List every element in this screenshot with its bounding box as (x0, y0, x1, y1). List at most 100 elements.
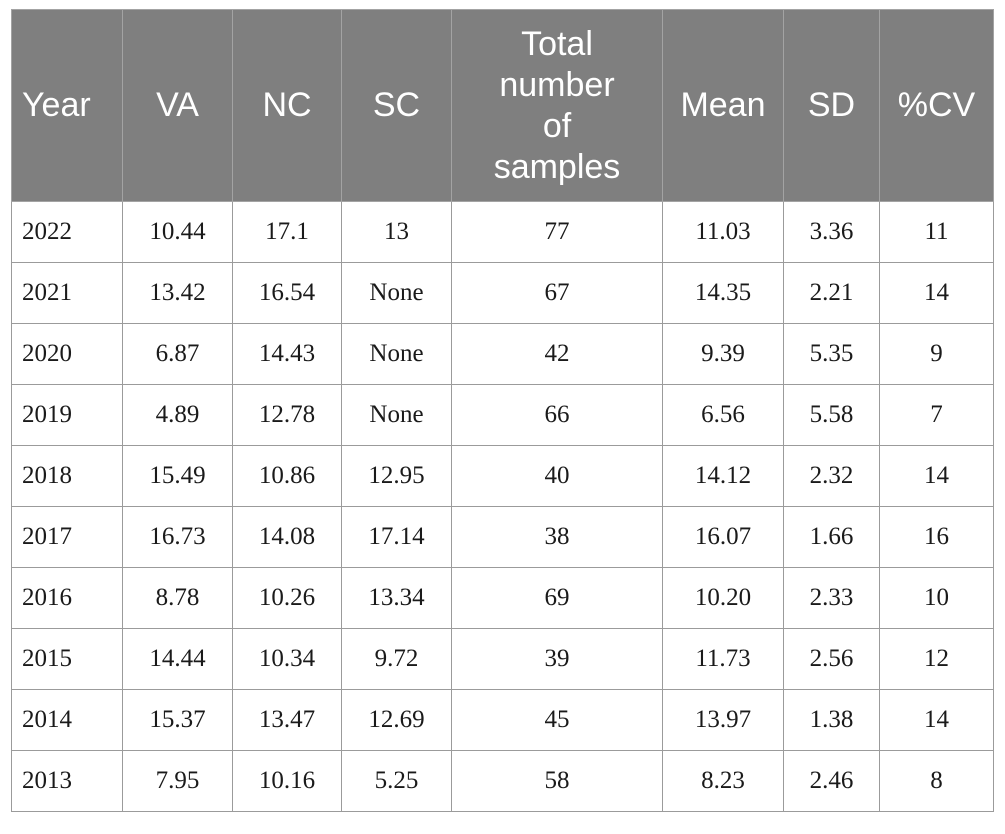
cell-year: 2019 (11, 384, 123, 446)
cell-mean: 6.56 (662, 384, 784, 446)
header-cv: %CV (879, 9, 994, 202)
cell-nc: 14.43 (232, 323, 342, 385)
table-row: 2018 15.49 10.86 12.95 40 14.12 2.32 14 (11, 445, 994, 507)
cell-cv: 14 (879, 445, 994, 507)
cell-total-samples: 58 (451, 750, 663, 812)
cell-va: 4.89 (122, 384, 233, 446)
cell-sc: 13.34 (341, 567, 452, 629)
cell-year: 2021 (11, 262, 123, 324)
cell-cv: 10 (879, 567, 994, 629)
cell-nc: 10.86 (232, 445, 342, 507)
cell-mean: 9.39 (662, 323, 784, 385)
cell-va: 15.37 (122, 689, 233, 751)
cell-mean: 16.07 (662, 506, 784, 568)
cell-cv: 8 (879, 750, 994, 812)
cell-total-samples: 39 (451, 628, 663, 690)
table-row: 2016 8.78 10.26 13.34 69 10.20 2.33 10 (11, 567, 994, 629)
cell-total-samples: 42 (451, 323, 663, 385)
cell-va: 6.87 (122, 323, 233, 385)
header-row: Year VA NC SC Total number of samples Me… (11, 9, 994, 202)
cell-sc: 13 (341, 201, 452, 263)
cell-year: 2016 (11, 567, 123, 629)
cell-sc: None (341, 262, 452, 324)
cell-sc: 12.69 (341, 689, 452, 751)
cell-nc: 16.54 (232, 262, 342, 324)
cell-mean: 14.12 (662, 445, 784, 507)
cell-total-samples: 66 (451, 384, 663, 446)
cell-sd: 2.46 (783, 750, 880, 812)
cell-year: 2022 (11, 201, 123, 263)
cell-sc: 17.14 (341, 506, 452, 568)
cell-sd: 5.58 (783, 384, 880, 446)
cell-va: 8.78 (122, 567, 233, 629)
cell-sd: 3.36 (783, 201, 880, 263)
cell-sd: 2.32 (783, 445, 880, 507)
cell-nc: 17.1 (232, 201, 342, 263)
cell-sd: 1.66 (783, 506, 880, 568)
cell-mean: 13.97 (662, 689, 784, 751)
cell-sd: 2.56 (783, 628, 880, 690)
cell-nc: 14.08 (232, 506, 342, 568)
table-row: 2014 15.37 13.47 12.69 45 13.97 1.38 14 (11, 689, 994, 751)
cell-sc: 12.95 (341, 445, 452, 507)
cell-mean: 10.20 (662, 567, 784, 629)
cell-total-samples: 45 (451, 689, 663, 751)
cell-cv: 12 (879, 628, 994, 690)
header-total-samples: Total number of samples (451, 9, 663, 202)
table-row: 2020 6.87 14.43 None 42 9.39 5.35 9 (11, 323, 994, 385)
cell-cv: 11 (879, 201, 994, 263)
cell-total-samples: 77 (451, 201, 663, 263)
data-table: Year VA NC SC Total number of samples Me… (11, 9, 994, 812)
cell-sd: 2.21 (783, 262, 880, 324)
cell-year: 2017 (11, 506, 123, 568)
table-row: 2013 7.95 10.16 5.25 58 8.23 2.46 8 (11, 750, 994, 812)
cell-sd: 1.38 (783, 689, 880, 751)
cell-va: 7.95 (122, 750, 233, 812)
cell-nc: 10.34 (232, 628, 342, 690)
header-va: VA (122, 9, 233, 202)
cell-va: 13.42 (122, 262, 233, 324)
cell-cv: 14 (879, 689, 994, 751)
cell-total-samples: 69 (451, 567, 663, 629)
cell-va: 15.49 (122, 445, 233, 507)
cell-year: 2013 (11, 750, 123, 812)
cell-sc: None (341, 323, 452, 385)
header-sd: SD (783, 9, 880, 202)
table-row: 2015 14.44 10.34 9.72 39 11.73 2.56 12 (11, 628, 994, 690)
cell-mean: 14.35 (662, 262, 784, 324)
cell-year: 2018 (11, 445, 123, 507)
cell-mean: 11.73 (662, 628, 784, 690)
cell-year: 2015 (11, 628, 123, 690)
cell-nc: 10.16 (232, 750, 342, 812)
cell-nc: 13.47 (232, 689, 342, 751)
cell-cv: 7 (879, 384, 994, 446)
table-row: 2017 16.73 14.08 17.14 38 16.07 1.66 16 (11, 506, 994, 568)
cell-sc: 5.25 (341, 750, 452, 812)
cell-total-samples: 40 (451, 445, 663, 507)
cell-sd: 5.35 (783, 323, 880, 385)
cell-total-samples: 67 (451, 262, 663, 324)
table-body: 2022 10.44 17.1 13 77 11.03 3.36 11 2021 13.42 16.… (11, 201, 994, 812)
table-header: Year VA NC SC Total number of samples Me… (11, 9, 994, 202)
table-row: 2021 13.42 16.54 None 67 14.35 2.21 14 (11, 262, 994, 324)
cell-cv: 9 (879, 323, 994, 385)
cell-va: 16.73 (122, 506, 233, 568)
header-year: Year (11, 9, 123, 202)
cell-total-samples: 38 (451, 506, 663, 568)
header-sc: SC (341, 9, 452, 202)
header-mean: Mean (662, 9, 784, 202)
cell-mean: 11.03 (662, 201, 784, 263)
table-row: 2022 10.44 17.1 13 77 11.03 3.36 11 (11, 201, 994, 263)
cell-mean: 8.23 (662, 750, 784, 812)
cell-nc: 10.26 (232, 567, 342, 629)
cell-sc: None (341, 384, 452, 446)
cell-sd: 2.33 (783, 567, 880, 629)
cell-year: 2020 (11, 323, 123, 385)
cell-va: 14.44 (122, 628, 233, 690)
cell-nc: 12.78 (232, 384, 342, 446)
cell-cv: 14 (879, 262, 994, 324)
table-row: 2019 4.89 12.78 None 66 6.56 5.58 7 (11, 384, 994, 446)
cell-year: 2014 (11, 689, 123, 751)
cell-sc: 9.72 (341, 628, 452, 690)
cell-cv: 16 (879, 506, 994, 568)
